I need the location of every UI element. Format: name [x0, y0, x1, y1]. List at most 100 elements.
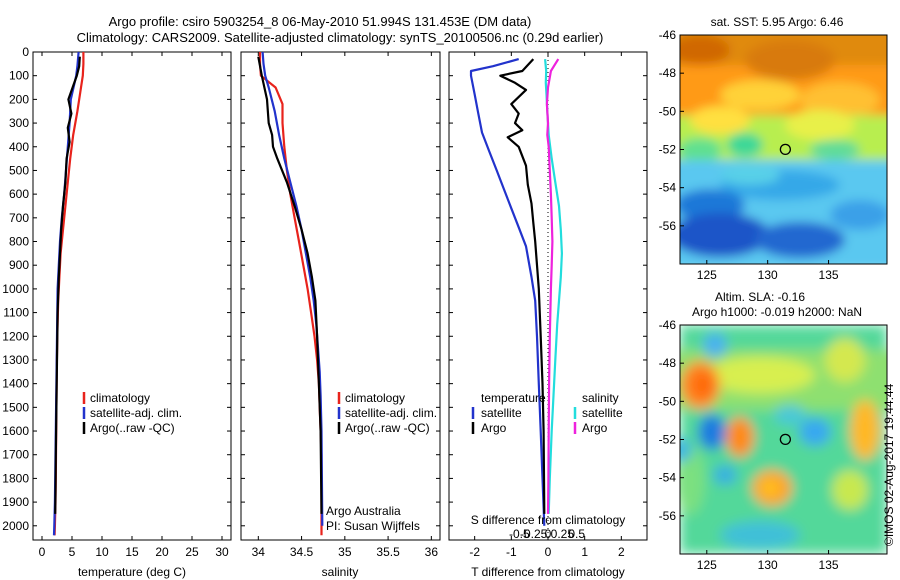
map-x-tick-label: 125 — [697, 558, 717, 572]
series-argo-raw-qc — [257, 56, 323, 514]
map-y-tick-label: -52 — [659, 143, 677, 157]
salinity-x-axis: 34 34.5 35 35.5 36 — [252, 52, 439, 559]
y-tick-label: 1800 — [2, 471, 29, 485]
legend-climatology-label: climatology — [90, 391, 150, 405]
salinity-profiles — [257, 51, 324, 536]
y-tick-label: 1500 — [2, 400, 29, 414]
x-tick-label: 2 — [618, 545, 625, 559]
legend-sal-satellite-label: satellite — [582, 406, 623, 420]
x-tick-label: 15 — [125, 545, 139, 559]
temperature-axes-frame — [32, 51, 232, 541]
temperature-legend: climatology satellite-adj. clim. Argo(..… — [82, 391, 182, 435]
legend-satellite-label: satellite-adj. clim. — [345, 406, 437, 420]
x-tick-label: -1 — [506, 545, 517, 559]
difference-panel: -2 -1 0 1 2 S difference from climatology -0… — [448, 51, 648, 579]
x-tick-label: 30 — [215, 545, 229, 559]
temperature-profiles — [52, 51, 85, 536]
x-tick-label: 0 — [545, 545, 552, 559]
x-tick-label: 25 — [185, 545, 199, 559]
sst-map-axes: 125 130 135 -46 -48 -50 -52 -54 -56 — [659, 28, 839, 282]
y-tick-label: 700 — [9, 211, 29, 225]
legend-temp-argo-label: Argo — [481, 421, 507, 435]
legend-salinity-title: salinity — [582, 391, 619, 405]
series-temperature-argo — [499, 58, 546, 514]
y-tick-label: 1600 — [2, 424, 29, 438]
y-tick-label: 0 — [22, 45, 29, 59]
salinity-panel: 34 34.5 35 35.5 36 salinity climatology sate… — [240, 51, 441, 579]
y-tick-label: 1100 — [3, 306, 29, 320]
x-tick-label: 0 — [39, 545, 46, 559]
x-tick-label: 10 — [95, 545, 109, 559]
x-tick-label: 34 — [252, 545, 266, 559]
legend-climatology-label: climatology — [345, 391, 405, 405]
series-temperature-satellite — [469, 58, 546, 526]
x-tick-label: 36 — [425, 545, 439, 559]
map-y-tick-label: -46 — [659, 28, 677, 42]
sst-map-title: sat. SST: 5.95 Argo: 6.46 — [711, 15, 844, 29]
s-difference-label: S difference from climatology — [471, 513, 626, 527]
map-x-tick-label: 130 — [758, 558, 778, 572]
y-tick-label: 1300 — [2, 353, 29, 367]
y-tick-label: 300 — [9, 116, 29, 130]
top-tick-label: -0.5 — [509, 527, 530, 541]
top-tick-label: 0.5 — [568, 527, 585, 541]
sla-map-title: Altim. SLA: -0.16 — [715, 290, 805, 304]
top-tick-label: 0 — [545, 527, 552, 541]
map-y-tick-label: -50 — [659, 104, 677, 118]
depth-axis: 0 100 200 300 400 500 600 700 800 900 1000 1100 1200… — [2, 45, 647, 533]
sst-heatmap — [680, 35, 887, 264]
sla-map-axes: 125 130 135 -46 -48 -50 -52 -54 -56 — [659, 318, 839, 572]
t-difference-x-axis: -2 -1 0 1 2 — [469, 52, 625, 559]
salinity-legend: climatology satellite-adj. clim. Argo(..… — [337, 391, 437, 435]
y-tick-label: 1400 — [2, 377, 29, 391]
sla-map-panel: Altim. SLA: -0.16 Argo h1000: -0.019 h20… — [659, 290, 888, 572]
top-tick-label: -0.25 — [520, 527, 548, 541]
argo-float-marker — [779, 143, 792, 156]
map-x-tick-label: 125 — [697, 268, 717, 282]
salinity-axes-frame — [240, 51, 441, 541]
top-tick-label: 0.25 — [551, 527, 575, 541]
x-tick-label: -2 — [469, 545, 480, 559]
map-x-tick-label: 135 — [819, 268, 839, 282]
map-y-tick-label: -46 — [659, 318, 677, 332]
map-y-tick-label: -54 — [659, 181, 677, 195]
t-difference-xlabel: T difference from climatology — [471, 565, 625, 579]
y-tick-label: 600 — [9, 187, 29, 201]
map-y-tick-label: -56 — [659, 219, 677, 233]
y-tick-label: 2000 — [2, 519, 29, 533]
legend-argo-label: Argo(..raw -QC) — [90, 421, 175, 435]
y-tick-label: 200 — [9, 92, 29, 106]
map-y-tick-label: -48 — [659, 66, 677, 80]
x-tick-label: 20 — [155, 545, 169, 559]
legend-temp-satellite-label: satellite — [481, 406, 522, 420]
sst-map-panel: sat. SST: 5.95 Argo: 6.46 — [659, 15, 888, 282]
temperature-xlabel: temperature (deg C) — [78, 565, 186, 579]
legend-argo-label: Argo(..raw -QC) — [345, 421, 430, 435]
argo-float-marker — [779, 433, 792, 446]
y-tick-label: 1200 — [2, 329, 29, 343]
map-y-tick-label: -54 — [659, 471, 677, 485]
legend-sal-argo-label: Argo — [582, 421, 608, 435]
annotation-agency: Argo Australia — [326, 504, 401, 518]
series-argo-raw-qc — [54, 56, 81, 514]
legend-satellite-label: satellite-adj. clim. — [90, 406, 182, 420]
y-tick-label: 1900 — [2, 495, 29, 509]
x-tick-label: 1 — [581, 545, 588, 559]
map-y-tick-label: -50 — [659, 394, 677, 408]
map-y-tick-label: -48 — [659, 356, 677, 370]
map-y-tick-label: -56 — [659, 509, 677, 523]
y-tick-label: 100 — [9, 69, 29, 83]
y-tick-label: 1000 — [2, 282, 29, 296]
difference-legend: temperature satellite Argo salinity sate… — [471, 391, 623, 435]
y-tick-label: 1700 — [2, 448, 29, 462]
header-line2: Climatology: CARS2009. Satellite-adjuste… — [77, 30, 604, 45]
x-tick-label: 5 — [69, 545, 76, 559]
y-tick-label: 500 — [9, 163, 29, 177]
salinity-xlabel: salinity — [322, 565, 359, 579]
legend-temperature-title: temperature — [481, 391, 546, 405]
sla-map-subtitle: Argo h1000: -0.019 h2000: NaN — [692, 305, 862, 319]
difference-profiles — [469, 58, 564, 526]
x-tick-label: 34.5 — [290, 545, 314, 559]
temperature-x-axis: 0 5 10 15 20 25 30 — [39, 52, 229, 559]
